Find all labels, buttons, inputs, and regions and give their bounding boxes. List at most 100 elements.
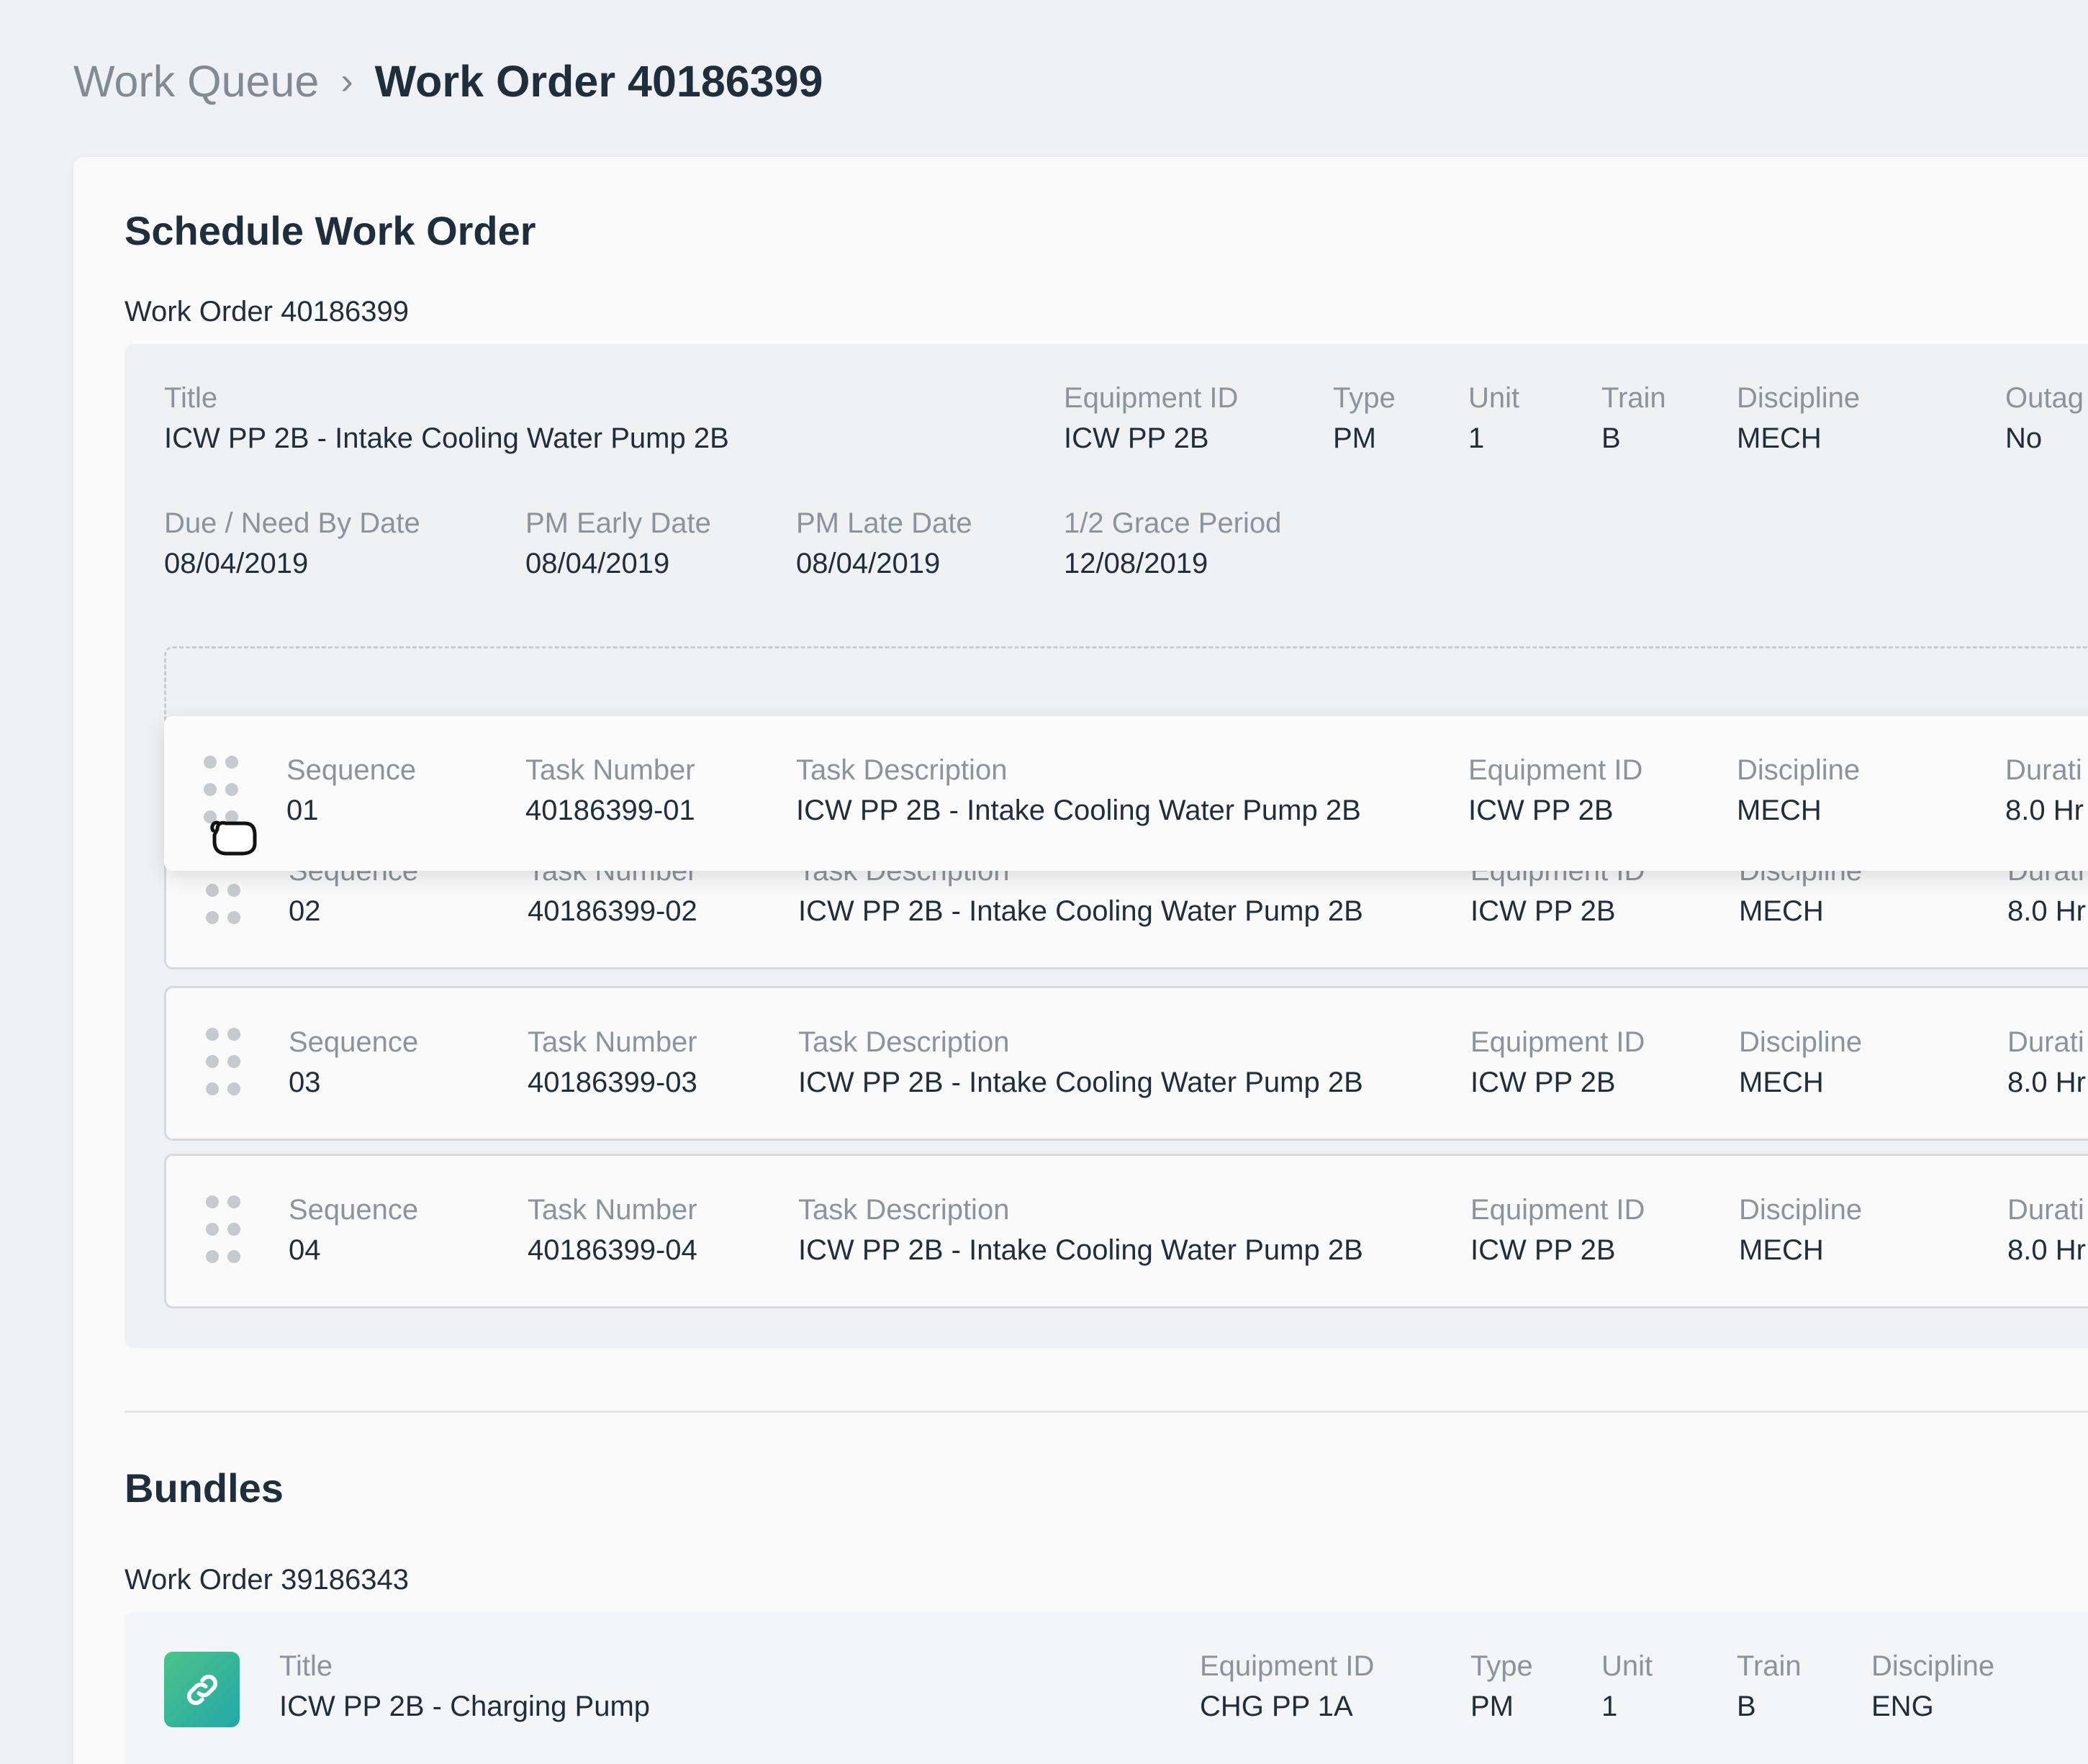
schedule-section-title: Schedule Work Order — [125, 208, 536, 253]
breadcrumb-work-queue-link[interactable]: Work Queue — [73, 57, 320, 106]
field-grace-period-value: 12/08/2019 — [1064, 548, 1208, 579]
field-title: Title ICW PP 2B - Intake Cooling Water P… — [164, 380, 729, 456]
task-description-label: Task Description — [798, 1194, 1010, 1226]
bundle-link-button[interactable] — [164, 1652, 240, 1727]
task-sequence: Sequence 01 — [286, 752, 416, 828]
task-equipment-id-label: Equipment ID — [1468, 754, 1643, 786]
task-equipment-id-value: ICW PP 2B — [1470, 1234, 1616, 1266]
bundle-field-discipline: Discipline ENG — [1871, 1648, 1994, 1724]
field-discipline-label: Discipline — [1737, 382, 1861, 414]
task-discipline-label: Discipline — [1737, 754, 1861, 786]
task-description-value: ICW PP 2B - Intake Cooling Water Pump 2B — [798, 895, 1363, 927]
field-grace-period-label: 1/2 Grace Period — [1064, 507, 1282, 539]
task-description-value: ICW PP 2B - Intake Cooling Water Pump 2B — [798, 1067, 1363, 1098]
field-train-value: B — [1601, 422, 1621, 454]
bundle-field-discipline-value: ENG — [1871, 1691, 1934, 1722]
task-description-value: ICW PP 2B - Intake Cooling Water Pump 2B — [798, 1234, 1363, 1266]
bundle-work-order-label: Work Order 39186343 — [125, 1564, 410, 1596]
task-equipment-id-value: ICW PP 2B — [1470, 895, 1616, 927]
task-duration-value: 8.0 Hr — [2007, 1234, 2086, 1266]
section-divider — [125, 1411, 2088, 1413]
field-outage: Outag No — [2005, 380, 2084, 456]
field-grace-period: 1/2 Grace Period 12/08/2019 — [1064, 505, 1281, 582]
task-sequence-value: 04 — [289, 1234, 321, 1266]
field-type-label: Type — [1333, 382, 1396, 414]
task-sequence-value: 03 — [289, 1067, 321, 1098]
field-due-date: Due / Need By Date 08/04/2019 — [164, 505, 420, 582]
field-pm-early-date: PM Early Date 08/04/2019 — [525, 505, 711, 582]
bundle-panel[interactable] — [125, 1612, 2088, 1764]
bundle-field-equipment-id: Equipment ID CHG PP 1A — [1200, 1648, 1374, 1724]
task-description-value: ICW PP 2B - Intake Cooling Water Pump 2B — [796, 795, 1361, 826]
task-sequence-label: Sequence — [289, 1026, 419, 1058]
bundle-field-type-label: Type — [1470, 1650, 1533, 1682]
field-pm-late-date-value: 08/04/2019 — [796, 548, 941, 579]
task-discipline-value: MECH — [1739, 895, 1824, 927]
field-title-label: Title — [164, 382, 218, 414]
task-number-value: 40186399-02 — [528, 895, 697, 927]
task-sequence: Sequence 04 — [289, 1192, 418, 1268]
task-description: Task Description ICW PP 2B - Intake Cool… — [798, 1024, 1363, 1100]
bundle-field-equipment-id-value: CHG PP 1A — [1200, 1691, 1353, 1722]
task-row[interactable]: Sequence 04 Task Number 40186399-04 Task… — [164, 1154, 2088, 1308]
task-description: Task Description ICW PP 2B - Intake Cool… — [798, 1192, 1363, 1268]
bundle-field-title-value: ICW PP 2B - Charging Pump — [279, 1691, 651, 1722]
task-duration-value: 8.0 Hr — [2005, 795, 2084, 826]
task-discipline-label: Discipline — [1739, 1194, 1863, 1226]
field-type: Type PM — [1333, 380, 1396, 456]
drag-handle-icon[interactable] — [206, 1195, 249, 1267]
task-discipline-value: MECH — [1739, 1067, 1824, 1098]
bundle-field-type-value: PM — [1470, 1691, 1514, 1722]
breadcrumb: Work Queue › Work Order 40186399 — [73, 56, 823, 107]
bundle-field-equipment-id-label: Equipment ID — [1200, 1650, 1375, 1682]
field-discipline: Discipline MECH — [1737, 380, 1860, 456]
drag-handle-icon[interactable] — [204, 756, 247, 828]
task-equipment-id-value: ICW PP 2B — [1470, 1067, 1616, 1098]
bundle-field-train-value: B — [1737, 1691, 1756, 1722]
field-equipment-id-label: Equipment ID — [1064, 382, 1239, 414]
bundle-field-type: Type PM — [1470, 1648, 1533, 1724]
task-sequence-label: Sequence — [286, 754, 417, 786]
task-row[interactable]: Sequence 03 Task Number 40186399-03 Task… — [164, 986, 2088, 1141]
field-unit-label: Unit — [1468, 382, 1520, 414]
task-number-label: Task Number — [525, 754, 695, 786]
breadcrumb-current: Work Order 40186399 — [374, 57, 823, 106]
bundle-field-unit-label: Unit — [1601, 1650, 1653, 1682]
field-equipment-id-value: ICW PP 2B — [1064, 422, 1209, 454]
task-number-value: 40186399-01 — [525, 795, 695, 826]
field-pm-early-date-value: 08/04/2019 — [525, 548, 670, 579]
field-due-date-label: Due / Need By Date — [164, 507, 420, 539]
task-number: Task Number 40186399-01 — [525, 752, 695, 828]
bundle-field-title-label: Title — [279, 1650, 333, 1682]
task-duration: Durati 8.0 Hr — [2007, 1024, 2086, 1100]
drag-handle-icon[interactable] — [206, 1028, 249, 1100]
field-unit-value: 1 — [1468, 422, 1485, 454]
task-discipline: Discipline MECH — [1737, 752, 1860, 828]
field-type-value: PM — [1333, 422, 1376, 454]
bundles-section-title: Bundles — [125, 1465, 284, 1511]
task-number-value: 40186399-03 — [528, 1067, 697, 1098]
bundle-field-discipline-label: Discipline — [1871, 1650, 1995, 1682]
grab-cursor-icon — [210, 820, 257, 856]
field-due-date-value: 08/04/2019 — [164, 548, 309, 579]
task-discipline: Discipline MECH — [1739, 1024, 1862, 1100]
task-equipment-id-label: Equipment ID — [1470, 1194, 1645, 1226]
task-number-label: Task Number — [528, 1194, 697, 1226]
field-pm-late-date-label: PM Late Date — [796, 507, 972, 539]
task-number: Task Number 40186399-03 — [528, 1024, 697, 1100]
field-pm-early-date-label: PM Early Date — [525, 507, 711, 539]
work-order-label: Work Order 40186399 — [125, 296, 410, 327]
bundle-field-train: Train B — [1737, 1648, 1802, 1724]
task-row-dragging[interactable]: Sequence 01 Task Number 40186399-01 Task… — [164, 716, 2088, 871]
task-description-label: Task Description — [798, 1026, 1010, 1058]
field-outage-value: No — [2005, 422, 2043, 454]
task-equipment-id: Equipment ID ICW PP 2B — [1468, 752, 1642, 828]
bundle-field-title: Title ICW PP 2B - Charging Pump — [279, 1648, 650, 1724]
task-discipline-label: Discipline — [1739, 1026, 1863, 1058]
task-sequence: Sequence 03 — [289, 1024, 418, 1100]
bundle-field-unit: Unit 1 — [1601, 1648, 1653, 1724]
field-train-label: Train — [1601, 382, 1666, 414]
task-duration-value: 8.0 Hr — [2007, 895, 2086, 927]
task-duration-value: 8.0 Hr — [2007, 1067, 2086, 1098]
task-discipline: Discipline MECH — [1739, 1192, 1862, 1268]
